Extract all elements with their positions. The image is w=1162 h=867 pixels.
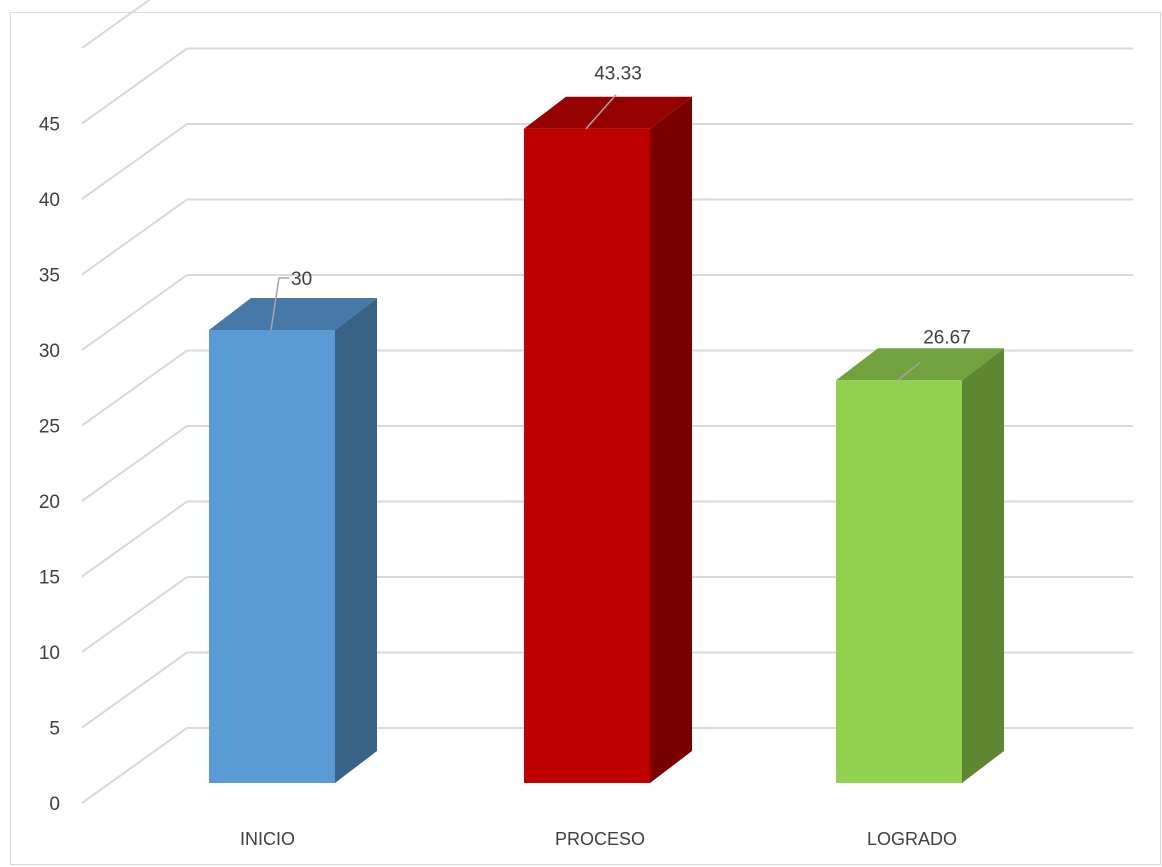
bar-front — [209, 330, 335, 783]
data-label-inicio: 30 — [291, 269, 312, 290]
bar-logrado — [836, 348, 1004, 783]
category-label-inicio: INICIO — [240, 829, 295, 849]
y-tick-label: 35 — [39, 266, 60, 287]
y-tick-label: 10 — [39, 643, 60, 664]
gridline-diagonal — [81, 425, 188, 502]
x-axis-categories: INICIO PROCESO LOGRADO — [240, 829, 957, 849]
y-tick-label: 40 — [39, 190, 60, 211]
gridline-diagonal — [81, 727, 188, 804]
bar-top — [209, 298, 377, 330]
bar-top — [836, 348, 1004, 381]
gridline-diagonal — [81, 123, 188, 200]
leader-line — [270, 277, 289, 331]
bar-side — [962, 348, 1004, 783]
gridline-diagonal — [81, 198, 188, 276]
y-tick-label: 45 — [39, 115, 60, 136]
gridline-diagonal — [81, 47, 188, 125]
y-tick-label: 25 — [39, 417, 60, 438]
bar-side — [650, 96, 692, 784]
leader-line — [897, 361, 921, 381]
bar-front — [524, 128, 650, 784]
leader-line — [585, 94, 617, 130]
bars — [209, 96, 1004, 784]
gridline-diagonal — [81, 576, 188, 653]
y-tick-label: 0 — [49, 794, 60, 815]
bar-front — [836, 380, 962, 783]
y-tick-label: 30 — [39, 341, 60, 362]
data-labels: 30 43.33 26.67 — [270, 64, 971, 381]
gridline-diagonal — [81, 651, 188, 729]
gridline-diagonal — [81, 349, 188, 427]
bar-top — [524, 96, 692, 129]
category-label-logrado: LOGRADO — [867, 829, 957, 849]
y-tick-label: 20 — [39, 492, 60, 513]
category-label-proceso: PROCESO — [555, 829, 645, 849]
y-tick-label: 15 — [39, 568, 60, 589]
data-label-proceso: 43.33 — [594, 64, 642, 85]
gridline-diagonal — [81, 500, 188, 578]
gridline-diagonal — [81, 0, 151, 49]
bar-proceso — [524, 96, 692, 784]
y-axis-ticks: 0 5 10 15 20 25 30 35 40 45 — [39, 115, 60, 816]
y-tick-label: 5 — [49, 719, 60, 740]
bar-side — [335, 298, 377, 783]
gridline-diagonal — [81, 274, 188, 351]
bar-inicio — [209, 298, 377, 783]
data-label-logrado: 26.67 — [923, 327, 971, 348]
